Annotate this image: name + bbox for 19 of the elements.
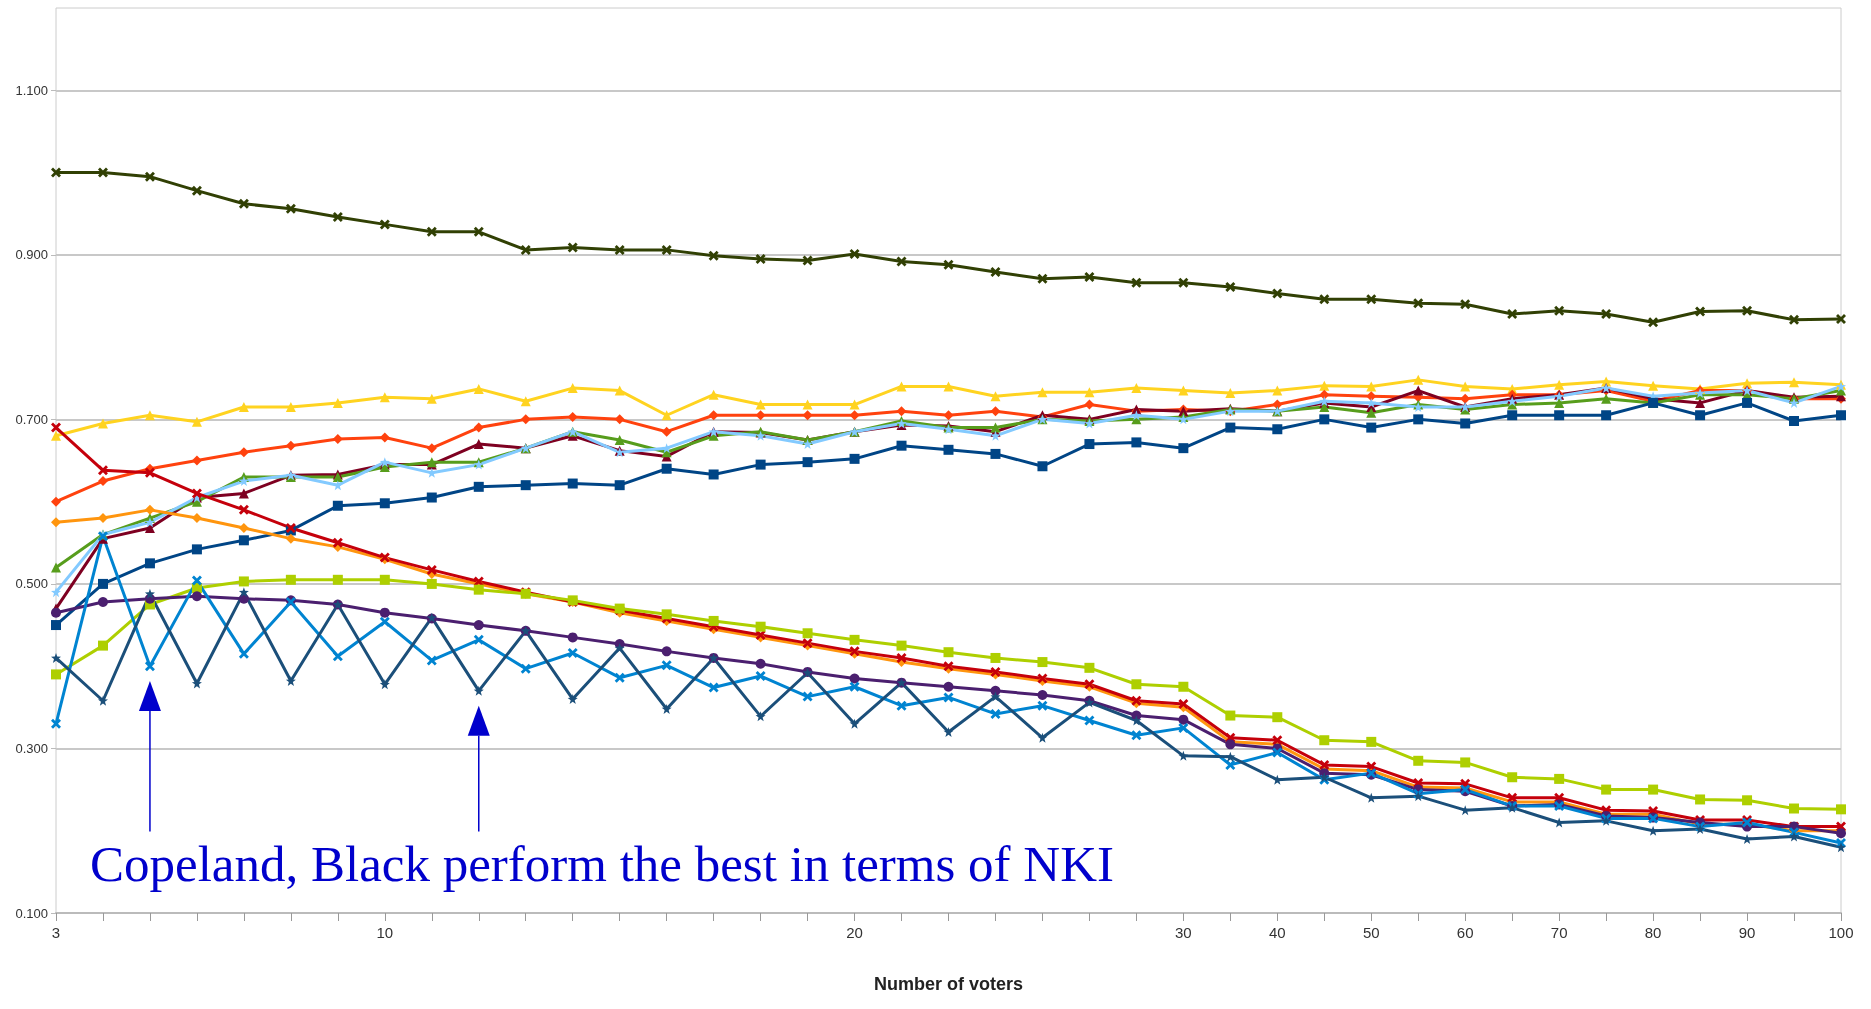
x-axis-title: Number of voters <box>873 974 1024 994</box>
x-tick-label: 80 <box>1644 924 1662 941</box>
x-tick-label: 30 <box>1175 924 1192 941</box>
x-tick-label: 10 <box>376 924 394 941</box>
x-tick-label: 90 <box>1738 924 1756 941</box>
y-tick-label: 1.100 <box>15 82 48 98</box>
y-tick-label: 0.100 <box>15 905 48 921</box>
annotation: Copeland, Black perform the best in terms of NKI <box>90 835 1114 892</box>
x-tick-label: 50 <box>1362 924 1380 941</box>
x-tick-label: 20 <box>846 924 863 941</box>
y-tick-label: 0.300 <box>15 740 48 756</box>
x-tick-label: 40 <box>1268 924 1286 941</box>
x-tick-label: 70 <box>1550 924 1568 941</box>
y-tick-label: 0.900 <box>15 247 48 263</box>
x-tick-label: 100 <box>1828 924 1854 941</box>
y-tick-label: 0.700 <box>15 411 48 427</box>
x-tick-label: 60 <box>1456 924 1474 941</box>
x-tick-label: 3 <box>51 924 61 941</box>
y-tick-label: 0.500 <box>15 576 48 592</box>
